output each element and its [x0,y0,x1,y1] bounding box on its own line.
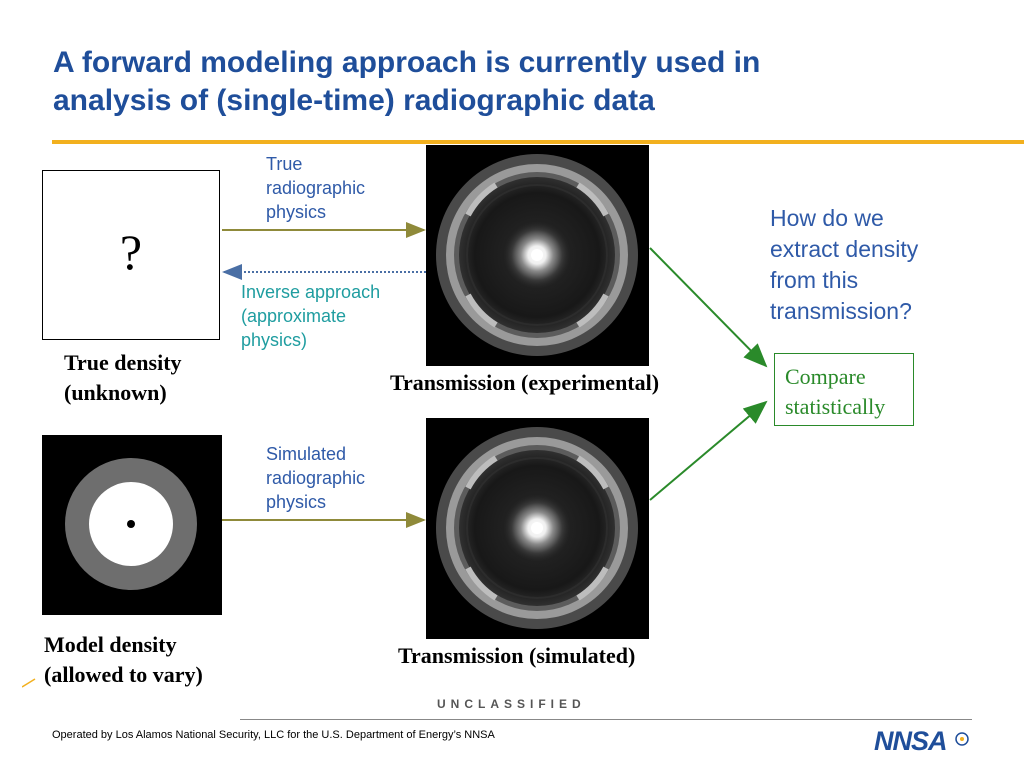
simulated-physics-line-2: radiographic [266,468,366,488]
density-question: How do we extract density from this tran… [770,203,918,327]
true-density-caption-line-2: (unknown) [64,380,167,405]
slide-title: A forward modeling approach is currently… [53,44,953,120]
question-line-4: transmission? [770,298,912,324]
title-underline [52,140,1024,144]
inverse-line-2: (approximate [241,306,347,326]
true-physics-line-1: True [266,154,303,174]
true-physics-label: True radiographic physics [266,152,365,224]
simulated-caption: Transmission (simulated) [398,643,636,668]
model-density-rings [42,435,222,615]
simulated-radiograph [426,418,649,639]
simulated-physics-line-3: physics [266,492,327,512]
footer-operated-by: Operated by Los Alamos National Security… [52,729,495,741]
classification-label: UNCLASSIFIED [437,697,586,711]
model-density-caption-line-2: (allowed to vary) [44,662,203,687]
simulated-physics-label: Simulated radiographic physics [266,442,365,514]
experimental-radiograph-image [426,145,649,366]
question-mark: ? [119,224,143,280]
decorative-tick-mark [22,678,36,688]
compare-line-1: Compare [785,364,866,389]
nnsa-logo-image: NNSA [874,726,969,756]
true-density-caption-line-1: True density [64,350,182,375]
compare-box: Compare statistically [774,353,914,426]
experimental-radiograph [426,145,649,366]
nnsa-logo: NNSA [872,725,976,756]
question-line-3: from this [770,267,859,293]
simulated-physics-line-1: Simulated [266,444,347,464]
title-line-1: A forward modeling approach is currently… [53,46,761,79]
true-physics-line-3: physics [266,202,327,222]
title-line-2: analysis of (single-time) radiographic d… [53,84,655,117]
model-density-image [42,435,222,615]
true-density-box: ? [42,170,220,340]
simulated-radiograph-image [426,418,649,639]
inverse-approach-label: Inverse approach (approximate physics) [241,280,380,352]
experimental-to-compare-arrow [649,247,768,368]
model-density-caption-line-1: Model density [44,632,177,657]
question-line-1: How do we [770,205,884,231]
experimental-caption: Transmission (experimental) [390,370,660,395]
footer-rule [240,719,972,720]
inverse-line-3: physics) [241,330,308,350]
model-density-caption: Model density (allowed to vary) [44,630,203,690]
question-line-2: extract density [770,236,919,262]
true-density-caption: True density (unknown) [64,348,182,408]
inverse-line-1: Inverse approach [241,282,381,302]
simulated-to-compare-arrow [649,400,768,501]
nnsa-logo-text: NNSA [874,726,947,755]
compare-line-2: statistically [785,394,886,419]
true-physics-line-2: radiographic [266,178,366,198]
